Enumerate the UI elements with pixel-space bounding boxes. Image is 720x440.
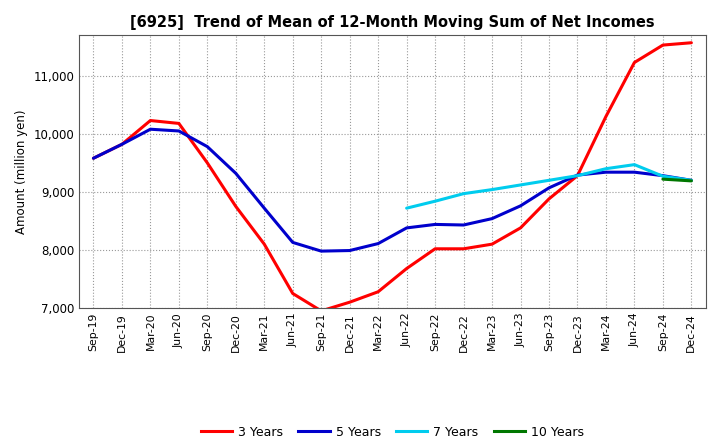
Legend: 3 Years, 5 Years, 7 Years, 10 Years: 3 Years, 5 Years, 7 Years, 10 Years [196, 421, 589, 440]
Y-axis label: Amount (million yen): Amount (million yen) [15, 110, 28, 234]
Title: [6925]  Trend of Mean of 12-Month Moving Sum of Net Incomes: [6925] Trend of Mean of 12-Month Moving … [130, 15, 654, 30]
